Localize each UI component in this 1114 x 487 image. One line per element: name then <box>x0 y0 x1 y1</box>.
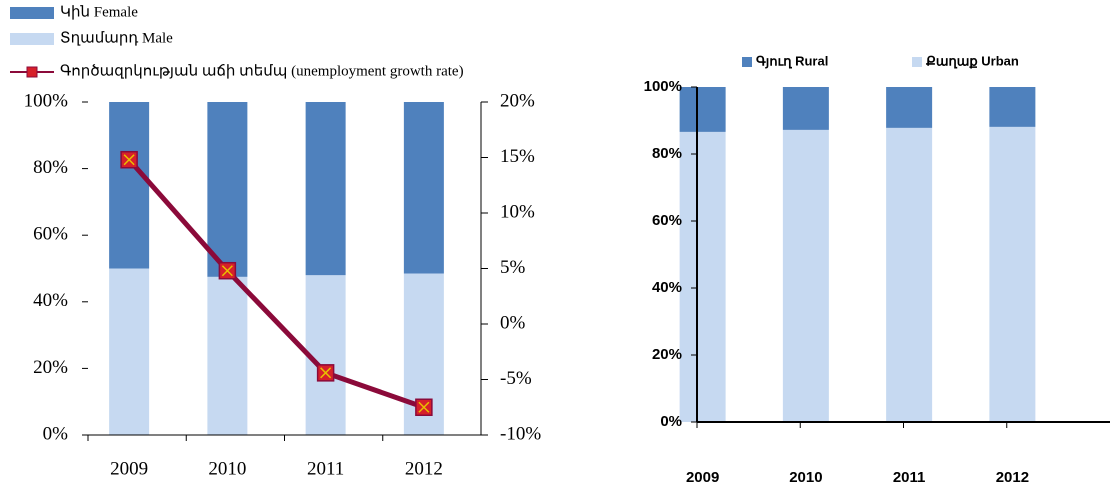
x-tick-label: 2010 <box>789 469 822 486</box>
y-tick-label: 80% <box>652 145 682 162</box>
legend-swatch <box>10 7 54 19</box>
bar <box>679 131 726 422</box>
x-tick-label: 2009 <box>110 458 148 479</box>
y2-tick-label: 10% <box>500 201 535 222</box>
y-tick-label: 80% <box>33 157 68 178</box>
x-tick-label: 2010 <box>208 458 246 479</box>
y-tick-label: 20% <box>33 357 68 378</box>
bar <box>886 127 933 423</box>
y-tick-label: 60% <box>652 212 682 229</box>
bar <box>782 129 829 422</box>
legend-label: Տղամարդ Male <box>60 30 173 46</box>
legend-swatch <box>912 57 922 67</box>
right-chart: 2009 2010 2011 2012 0% 20% 40% 60% 80% 100% Գյուղ … <box>644 53 1110 486</box>
legend-label: Գործազրկության աճի տեմպ (unemployment gr… <box>60 63 464 79</box>
bar <box>782 87 829 130</box>
y-tick-label: 20% <box>652 346 682 363</box>
x-tick-label: 2009 <box>686 469 719 486</box>
bar <box>886 87 933 128</box>
x-tick-label: 2012 <box>405 458 443 479</box>
y2-tick-label: 15% <box>500 146 535 167</box>
bar <box>403 102 444 274</box>
y-tick-label: 60% <box>33 224 68 245</box>
bar <box>305 275 346 435</box>
legend-marker <box>26 66 38 78</box>
bar <box>305 102 346 276</box>
bar <box>207 276 248 435</box>
left-chart: 2009 2010 2011 2012 0% 20% 40% 60% 80% 100% -10% -5… <box>10 4 541 479</box>
y-tick-label: 0% <box>660 413 682 430</box>
y2-tick-label: 0% <box>500 312 526 333</box>
bar <box>989 87 1036 127</box>
marker-cross <box>123 154 135 166</box>
y-tick-label: 100% <box>644 78 682 95</box>
y-tick-label: 40% <box>33 290 68 311</box>
y-tick-label: 40% <box>652 279 682 296</box>
y-tick-label: 0% <box>43 423 69 444</box>
bar <box>207 102 248 277</box>
marker-cross <box>418 401 430 413</box>
legend-label: Գյուղ Rural <box>756 53 828 68</box>
legend-swatch <box>742 57 752 67</box>
x-tick-label: 2011 <box>893 469 926 486</box>
bar <box>109 268 150 435</box>
marker-cross <box>320 367 332 379</box>
bar <box>109 102 150 269</box>
bar <box>989 126 1036 423</box>
y2-tick-label: -10% <box>500 423 541 444</box>
y-tick-label: 100% <box>24 90 69 111</box>
y2-tick-label: -5% <box>500 368 532 389</box>
x-tick-label: 2012 <box>996 469 1029 486</box>
legend-label: Քաղաք Urban <box>926 53 1019 68</box>
legend-swatch <box>10 33 54 45</box>
y2-tick-label: 20% <box>500 90 535 111</box>
bar <box>679 87 726 132</box>
x-tick-label: 2011 <box>307 458 344 479</box>
marker-cross <box>221 265 233 277</box>
y2-tick-label: 5% <box>500 257 526 278</box>
line <box>127 158 425 410</box>
legend-label: Կին Female <box>60 4 138 20</box>
